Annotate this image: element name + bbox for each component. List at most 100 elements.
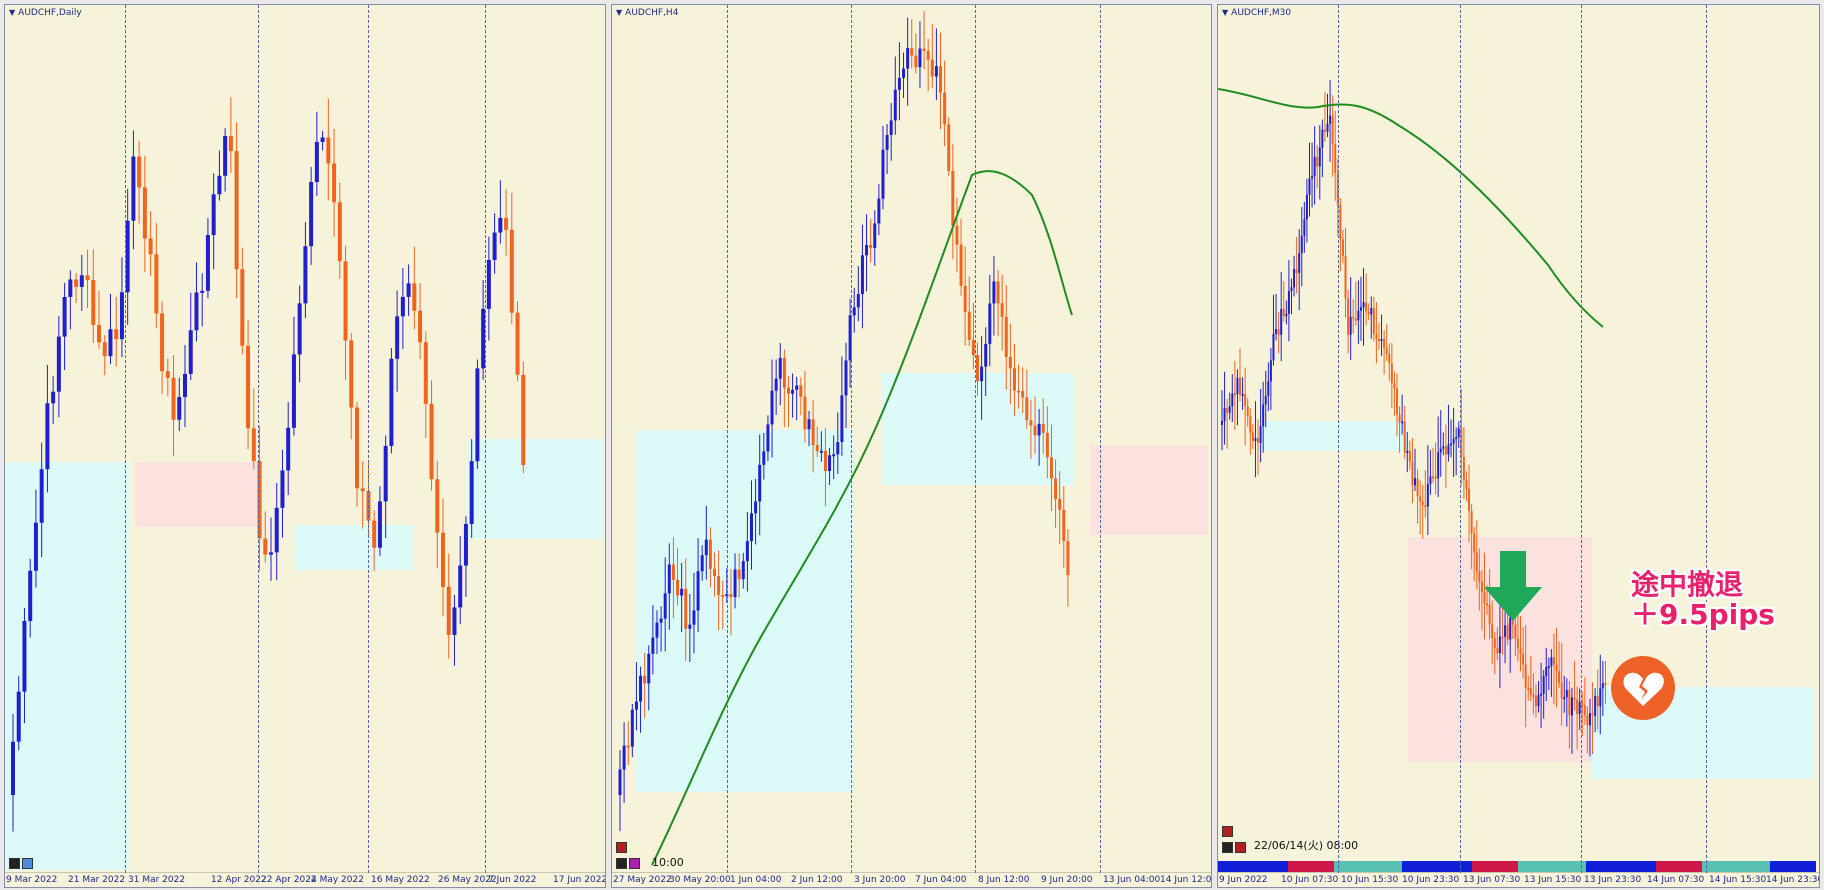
- candle-body: [754, 501, 758, 514]
- candle-body: [1468, 488, 1471, 511]
- chart-color-icon[interactable]: [22, 858, 33, 869]
- support-zone: [636, 430, 854, 792]
- candle-body: [475, 368, 480, 462]
- chart-panel-daily[interactable]: ▼ AUDCHF,Daily 9 Mar 2022 21 Mar 2022 31 Ma…: [4, 4, 606, 888]
- time-tick-label: 16 May 2022: [371, 875, 430, 885]
- candle-body: [1486, 603, 1489, 606]
- candle-body: [1555, 664, 1558, 672]
- candle-body: [1434, 476, 1437, 479]
- candle-body: [125, 220, 130, 293]
- candle-body: [263, 538, 268, 555]
- candle-body: [774, 378, 778, 391]
- candle-body: [1318, 147, 1321, 167]
- candle-body: [11, 741, 15, 795]
- candle-body: [1329, 115, 1332, 124]
- candle-body: [131, 156, 136, 221]
- chart-mode-icon[interactable]: [9, 858, 20, 869]
- candle-body: [1308, 178, 1311, 195]
- candle-body: [1483, 592, 1486, 604]
- candle-body: [1041, 423, 1045, 433]
- candle-body: [1493, 638, 1496, 649]
- candle-body: [725, 594, 729, 597]
- candle-body: [1029, 420, 1033, 426]
- chart-mode-icon[interactable]: [1222, 842, 1233, 853]
- candle-body: [1511, 617, 1514, 625]
- period-separator: [125, 5, 126, 873]
- candle-body: [692, 610, 696, 625]
- session-timeline-bar: [1218, 861, 1816, 872]
- candle-body: [1519, 648, 1522, 654]
- period-separator: [1338, 5, 1339, 873]
- candle-body: [1339, 204, 1342, 240]
- candle-body: [688, 624, 692, 629]
- candle-body: [807, 419, 811, 430]
- h4-candles[interactable]: [612, 5, 1212, 888]
- candle-body: [1534, 695, 1537, 707]
- candle-body: [651, 637, 655, 654]
- candle-body: [498, 217, 503, 233]
- period-separator: [1706, 5, 1707, 873]
- candle-body: [406, 283, 411, 297]
- candle-body: [955, 225, 959, 245]
- close-indicator-icon[interactable]: [1222, 826, 1233, 837]
- candle-body: [630, 709, 634, 747]
- candle-body: [148, 238, 153, 255]
- dropdown-triangle-icon[interactable]: ▼: [1222, 8, 1229, 17]
- candle-body: [749, 513, 753, 542]
- candle-body: [622, 745, 626, 770]
- candle-body: [1045, 432, 1049, 458]
- candle-body: [389, 358, 394, 446]
- chart-mode-icon[interactable]: [616, 858, 627, 869]
- broken-heart-icon: [1611, 656, 1675, 720]
- candle-body: [469, 461, 474, 524]
- candle-body: [400, 296, 405, 317]
- candle-body: [729, 594, 733, 598]
- candle-body: [869, 245, 873, 248]
- candle-body: [234, 151, 239, 270]
- candle-body: [717, 575, 721, 595]
- candle-body: [1228, 406, 1231, 413]
- candle-body: [1558, 671, 1561, 684]
- m30-candles[interactable]: [1218, 5, 1820, 888]
- chart-panel-h4[interactable]: ▼ AUDCHF,H4 10:00 27 May 2022 30 May 20:00…: [611, 4, 1212, 888]
- close-indicator-icon[interactable]: [616, 842, 627, 853]
- time-tick-label: 30 May 20:00: [669, 875, 731, 885]
- candle-body: [240, 269, 245, 346]
- chart-panel-m30[interactable]: ▼ AUDCHF,M30 22/06/14(火) 08:00 9 Jun 2022…: [1217, 4, 1820, 888]
- candle-body: [1282, 309, 1285, 317]
- candle-body: [811, 419, 815, 446]
- candle-body: [303, 246, 308, 304]
- candle-body: [992, 281, 996, 304]
- candle-body: [639, 675, 643, 702]
- candle-body: [1540, 693, 1543, 696]
- candle-body: [815, 445, 819, 452]
- chart-color-icon[interactable]: [629, 858, 640, 869]
- time-tick-label: 7 Jun 04:00: [915, 875, 967, 885]
- time-tick-label: 27 May 2022: [613, 875, 672, 885]
- period-separator: [485, 5, 486, 873]
- candle-body: [840, 395, 844, 443]
- candle-body: [1419, 496, 1422, 502]
- candle-body: [1365, 302, 1368, 312]
- chart-title: ▼ AUDCHF,M30: [1222, 8, 1292, 18]
- candle-body: [967, 311, 971, 340]
- candle-body: [930, 59, 934, 77]
- chart-title: ▼ AUDCHF,H4: [616, 8, 679, 18]
- chart-color-icon[interactable]: [1235, 842, 1246, 853]
- candle-body: [62, 296, 67, 337]
- time-axis: 9 Mar 2022 21 Mar 2022 31 Mar 2022 12 Apr 2…: [5, 872, 605, 887]
- candle-body: [1452, 438, 1455, 444]
- candle-body: [1475, 552, 1478, 572]
- daily-candles[interactable]: [5, 5, 606, 888]
- dropdown-triangle-icon[interactable]: ▼: [616, 8, 623, 17]
- candle-body: [1362, 302, 1365, 308]
- candle-body: [766, 424, 770, 452]
- time-tick-label: 13 Jun 23:30: [1584, 875, 1642, 885]
- candle-body: [1280, 309, 1283, 335]
- time-tick-label: 10 Jun 15:30: [1341, 875, 1399, 885]
- dropdown-triangle-icon[interactable]: ▼: [9, 8, 16, 17]
- candle-body: [114, 329, 119, 340]
- candle-body: [1249, 416, 1252, 433]
- candle-body: [1300, 235, 1303, 254]
- candle-body: [1049, 457, 1053, 479]
